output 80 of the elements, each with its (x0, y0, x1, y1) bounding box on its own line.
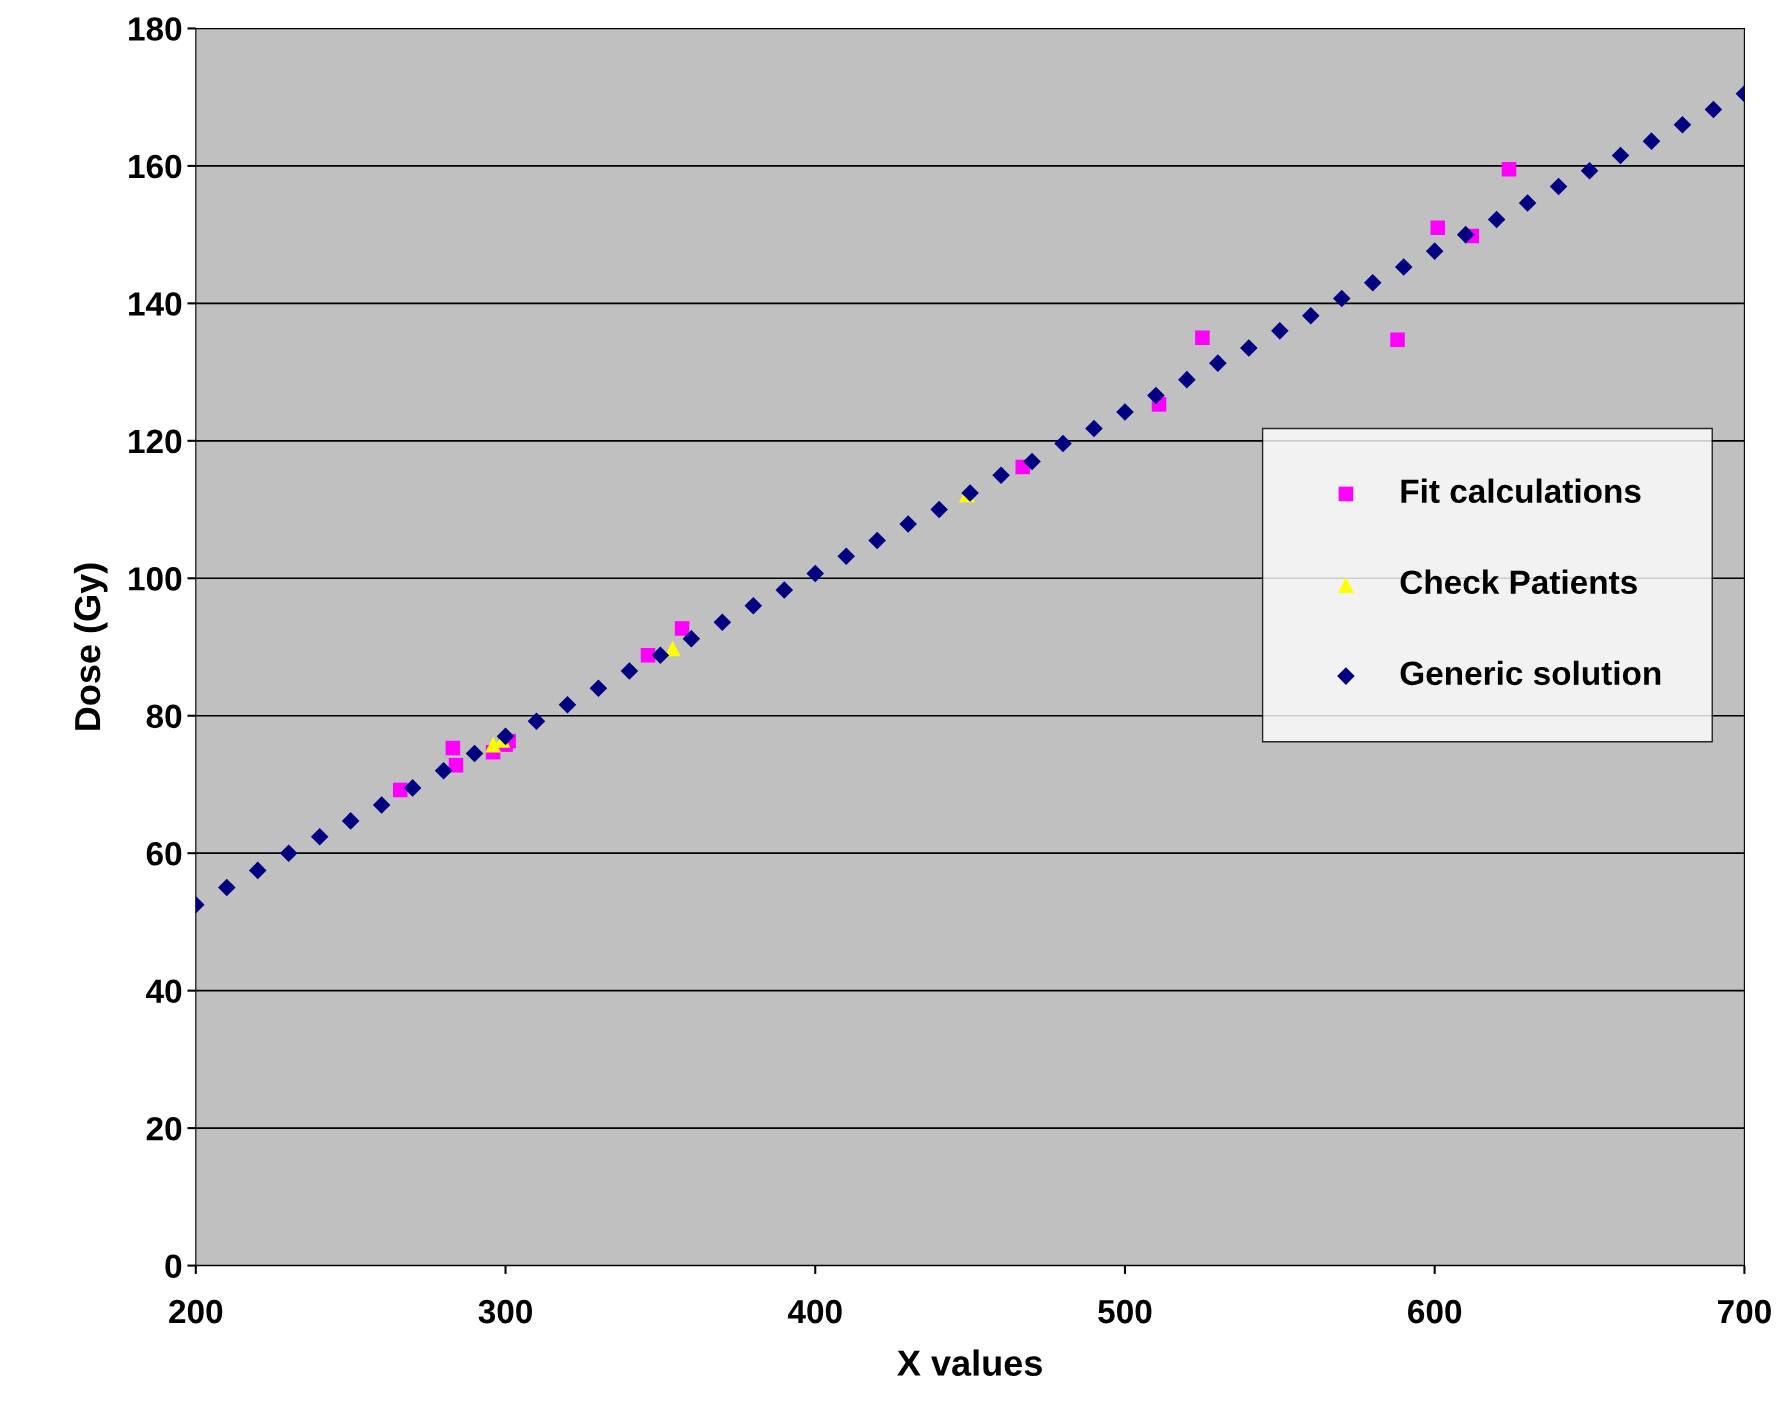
point (496, 727, 515, 746)
point (674, 621, 690, 636)
point (341, 812, 360, 830)
point (837, 547, 855, 566)
point (1704, 100, 1723, 119)
point (713, 613, 732, 632)
legend-label: Fit calculations (1401, 478, 1641, 504)
point (558, 695, 577, 714)
point (465, 744, 484, 763)
y-tick-label: 160 (129, 154, 182, 179)
point (682, 629, 701, 648)
point (1501, 162, 1517, 177)
y-tick-label: 40 (146, 979, 182, 1004)
point (961, 484, 979, 502)
point (1054, 434, 1072, 453)
point (1487, 210, 1506, 229)
point (248, 861, 267, 880)
point (1209, 354, 1227, 372)
point (279, 844, 298, 862)
x-tick-label: 300 (478, 1299, 532, 1324)
point (899, 515, 917, 533)
point (1085, 419, 1103, 438)
point (1195, 330, 1210, 346)
x-axis-title: X values (897, 1349, 1042, 1376)
x-tick-label: 500 (1098, 1299, 1152, 1324)
y-tick-label: 100 (129, 567, 182, 591)
point (1430, 220, 1446, 236)
point (1642, 132, 1661, 150)
x-tick-label: 600 (1408, 1299, 1462, 1324)
y-tick-label: 120 (129, 429, 182, 454)
point (589, 679, 608, 698)
point (1116, 403, 1134, 421)
point (434, 761, 453, 780)
point (1302, 306, 1320, 325)
y-tick-label: 140 (129, 292, 182, 316)
x-tick-label: 400 (787, 1299, 842, 1324)
point (372, 796, 391, 814)
point (1240, 339, 1258, 357)
point (620, 662, 639, 680)
point (1147, 386, 1165, 405)
point (310, 827, 329, 846)
y-tick-label: 0 (165, 1254, 182, 1278)
point (651, 646, 670, 665)
point (775, 581, 794, 599)
y-axis-title: Dose (Gy) (73, 563, 108, 730)
y-tick-label: 180 (129, 17, 182, 41)
y-tick-label: 60 (146, 842, 182, 866)
point (448, 757, 464, 773)
point (1023, 452, 1041, 471)
legend-label: Check Patients (1400, 569, 1637, 595)
point (1673, 115, 1692, 134)
point (1518, 194, 1537, 212)
point (992, 466, 1010, 484)
point (1332, 289, 1351, 308)
point (1425, 242, 1444, 260)
y-tick-label: 20 (146, 1116, 182, 1141)
point (1394, 258, 1413, 276)
point (1271, 322, 1289, 340)
point (1611, 146, 1630, 165)
point (527, 712, 546, 731)
legend-label: Generic solution (1400, 660, 1661, 686)
point (1390, 332, 1405, 348)
point (806, 564, 825, 583)
point (930, 500, 948, 519)
y-tick-label: 80 (146, 704, 182, 729)
point (1549, 177, 1568, 196)
point (1580, 161, 1599, 180)
point (664, 640, 681, 657)
point (868, 531, 886, 550)
point (744, 596, 763, 615)
point (217, 878, 236, 897)
point (1178, 370, 1196, 389)
x-tick-label: 200 (169, 1299, 223, 1324)
point (1456, 225, 1475, 244)
point (640, 647, 656, 663)
point (445, 740, 461, 756)
point (485, 736, 502, 753)
point (1363, 273, 1382, 292)
x-tick-label: 700 (1718, 1299, 1771, 1324)
point (403, 779, 422, 797)
